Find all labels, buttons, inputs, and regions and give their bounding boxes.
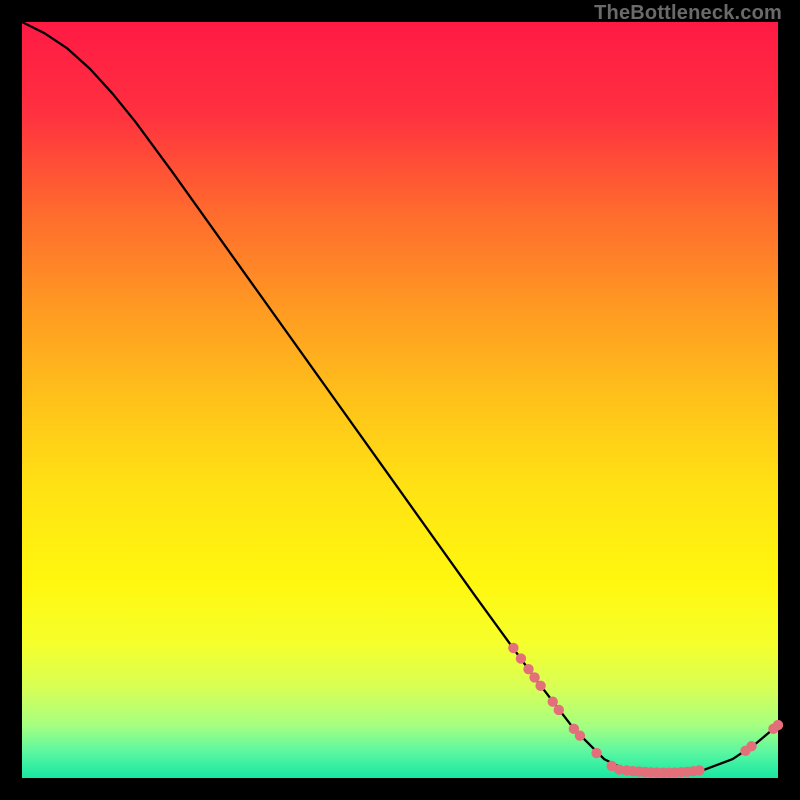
curve-marker (746, 741, 756, 751)
curve-marker (529, 672, 539, 682)
curve-marker (694, 765, 704, 775)
curve-marker (548, 696, 558, 706)
curve-marker (535, 681, 545, 691)
chart-svg (0, 0, 800, 800)
curve-marker (508, 643, 518, 653)
curve-marker (773, 720, 783, 730)
watermark-text: TheBottleneck.com (594, 2, 782, 25)
plot-background (22, 22, 778, 778)
curve-marker (575, 730, 585, 740)
curve-marker (554, 705, 564, 715)
curve-marker (516, 653, 526, 663)
bottleneck-chart: TheBottleneck.com (0, 0, 800, 800)
curve-marker (591, 748, 601, 758)
curve-marker (523, 664, 533, 674)
